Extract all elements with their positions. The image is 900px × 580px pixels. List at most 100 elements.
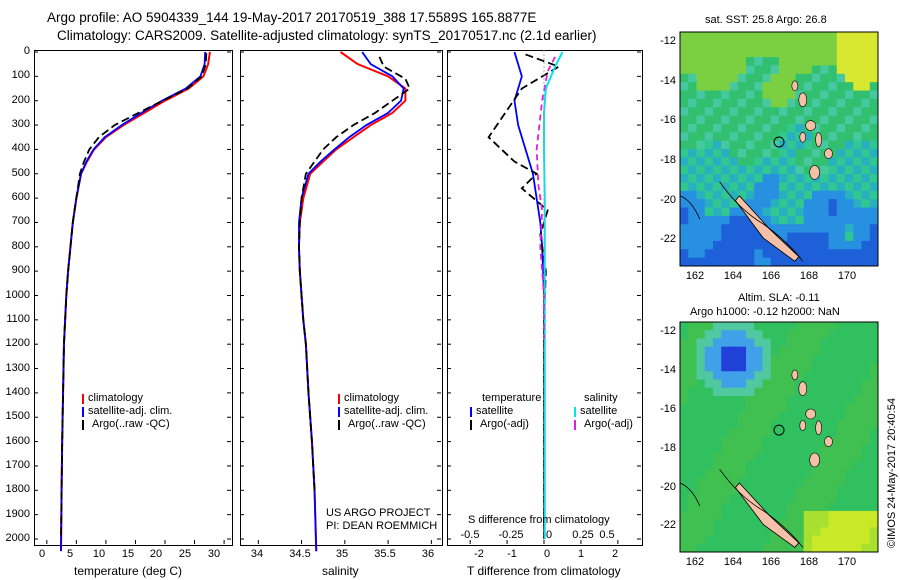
map-cell bbox=[729, 190, 739, 200]
map-cell bbox=[704, 404, 714, 413]
map-cell bbox=[688, 535, 697, 545]
map-lat-tick: -12 bbox=[660, 35, 676, 47]
map-cell bbox=[779, 412, 788, 422]
map-cell bbox=[803, 32, 813, 41]
map-cell bbox=[729, 257, 739, 267]
map-cell bbox=[721, 338, 730, 348]
map-cell bbox=[762, 73, 772, 83]
map-cell bbox=[737, 257, 747, 267]
map-cell bbox=[688, 330, 697, 339]
map-cell bbox=[869, 40, 879, 50]
map-cell bbox=[828, 535, 838, 545]
map-cell bbox=[861, 199, 871, 208]
map-cell bbox=[787, 469, 796, 479]
map-cell bbox=[713, 338, 722, 348]
map-cell bbox=[770, 395, 780, 405]
map-cell bbox=[721, 502, 730, 512]
map-cell bbox=[820, 404, 829, 413]
map-cell bbox=[704, 469, 714, 479]
map-cell bbox=[812, 379, 821, 389]
map-cell bbox=[729, 527, 739, 537]
map-cell bbox=[795, 330, 805, 339]
map-cell bbox=[828, 330, 838, 339]
map-cell bbox=[680, 165, 689, 175]
map-cell bbox=[845, 107, 854, 117]
map-cell bbox=[770, 82, 780, 91]
map-cell bbox=[721, 107, 730, 117]
map-cell bbox=[812, 527, 821, 537]
temperature-plot bbox=[34, 51, 231, 552]
map-cell bbox=[762, 240, 772, 250]
map-cell bbox=[762, 48, 772, 58]
map-cell bbox=[696, 338, 706, 348]
map-cell bbox=[836, 437, 846, 446]
map-cell bbox=[812, 107, 821, 117]
map-cell bbox=[770, 510, 780, 520]
temp-legend: climatology satellite-adj. clim. Argo(..… bbox=[82, 392, 172, 431]
map-cell bbox=[853, 519, 862, 528]
map-cell bbox=[836, 346, 846, 356]
map-cell bbox=[721, 379, 730, 389]
map-cell bbox=[820, 115, 829, 125]
sal-xtick: 34.5 bbox=[289, 548, 311, 560]
map-cell bbox=[845, 519, 854, 528]
map-cell bbox=[845, 502, 854, 512]
map-cell bbox=[861, 190, 871, 200]
map-cell bbox=[787, 404, 796, 413]
map-cell bbox=[721, 363, 730, 372]
map-cell bbox=[721, 453, 730, 463]
map-cell bbox=[828, 73, 838, 83]
map-cell bbox=[828, 387, 838, 397]
map-cell bbox=[795, 115, 805, 125]
map-cell bbox=[845, 240, 854, 250]
map-cell bbox=[704, 140, 714, 150]
map-cell bbox=[746, 445, 755, 454]
map-cell bbox=[680, 232, 689, 242]
map-cell bbox=[729, 354, 739, 364]
map-cell bbox=[828, 338, 838, 348]
map-cell bbox=[762, 249, 772, 259]
map-cell bbox=[779, 123, 788, 133]
map-cell bbox=[787, 486, 796, 495]
map-cell bbox=[688, 494, 697, 504]
map-cell bbox=[704, 387, 714, 397]
map-cell bbox=[746, 232, 755, 242]
map-cell bbox=[729, 346, 739, 356]
map-cell bbox=[680, 404, 689, 413]
map-cell bbox=[688, 207, 697, 217]
sla-map-title1: Altim. SLA: -0.11 bbox=[738, 292, 820, 304]
map-cell bbox=[746, 249, 755, 259]
map-cell bbox=[853, 322, 862, 331]
map-cell bbox=[688, 420, 697, 430]
map-cell bbox=[787, 232, 796, 242]
map-cell bbox=[853, 165, 862, 175]
map-cell bbox=[861, 40, 871, 50]
map-cell bbox=[853, 469, 862, 479]
map-cell bbox=[704, 437, 714, 446]
map-cell bbox=[845, 404, 854, 413]
map-cell bbox=[746, 404, 755, 413]
map-cell bbox=[779, 165, 788, 175]
map-cell bbox=[729, 240, 739, 250]
map-cell bbox=[812, 240, 821, 250]
sal-legend: climatology satellite-adj. clim. Argo(..… bbox=[338, 392, 428, 431]
map-cell bbox=[688, 215, 697, 225]
map-cell bbox=[680, 207, 689, 217]
map-cell bbox=[861, 149, 871, 158]
map-cell bbox=[803, 40, 813, 50]
map-cell bbox=[779, 199, 788, 208]
map-cell bbox=[828, 412, 838, 422]
map-cell bbox=[869, 57, 879, 66]
map-cell bbox=[704, 453, 714, 463]
map-cell bbox=[787, 65, 796, 75]
map-cell bbox=[779, 437, 788, 446]
map-cell bbox=[820, 510, 829, 520]
map-cell bbox=[696, 469, 706, 479]
map-cell bbox=[787, 519, 796, 528]
map-cell bbox=[696, 486, 706, 495]
series-line-argo-raw-qc- bbox=[298, 56, 411, 491]
map-cell bbox=[861, 322, 871, 331]
sst-map bbox=[679, 31, 879, 267]
map-cell bbox=[704, 190, 714, 200]
map-cell bbox=[787, 199, 796, 208]
